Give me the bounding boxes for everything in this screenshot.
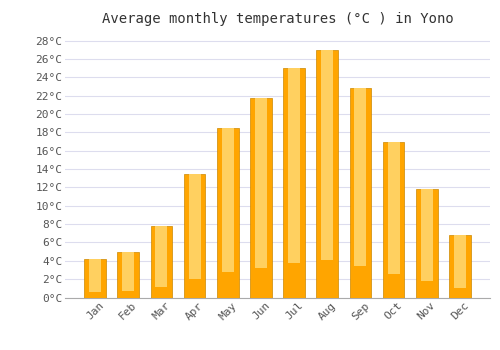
- Bar: [122, 252, 134, 290]
- Bar: [84, 259, 106, 298]
- Bar: [184, 174, 206, 298]
- Bar: [255, 98, 267, 267]
- Bar: [383, 141, 404, 298]
- Bar: [222, 128, 234, 272]
- Bar: [354, 88, 366, 266]
- Bar: [284, 68, 305, 298]
- Bar: [454, 235, 466, 288]
- Bar: [350, 88, 371, 298]
- Bar: [150, 226, 172, 298]
- Bar: [89, 259, 101, 292]
- Bar: [250, 98, 272, 298]
- Title: Average monthly temperatures (°C ) in Yono: Average monthly temperatures (°C ) in Yo…: [102, 12, 454, 26]
- Bar: [156, 226, 168, 287]
- Bar: [388, 141, 400, 274]
- Bar: [316, 50, 338, 298]
- Bar: [118, 252, 139, 298]
- Bar: [288, 68, 300, 263]
- Bar: [322, 50, 333, 260]
- Bar: [217, 128, 238, 298]
- Bar: [449, 235, 470, 298]
- Bar: [188, 174, 200, 279]
- Bar: [421, 189, 432, 281]
- Bar: [416, 189, 438, 298]
